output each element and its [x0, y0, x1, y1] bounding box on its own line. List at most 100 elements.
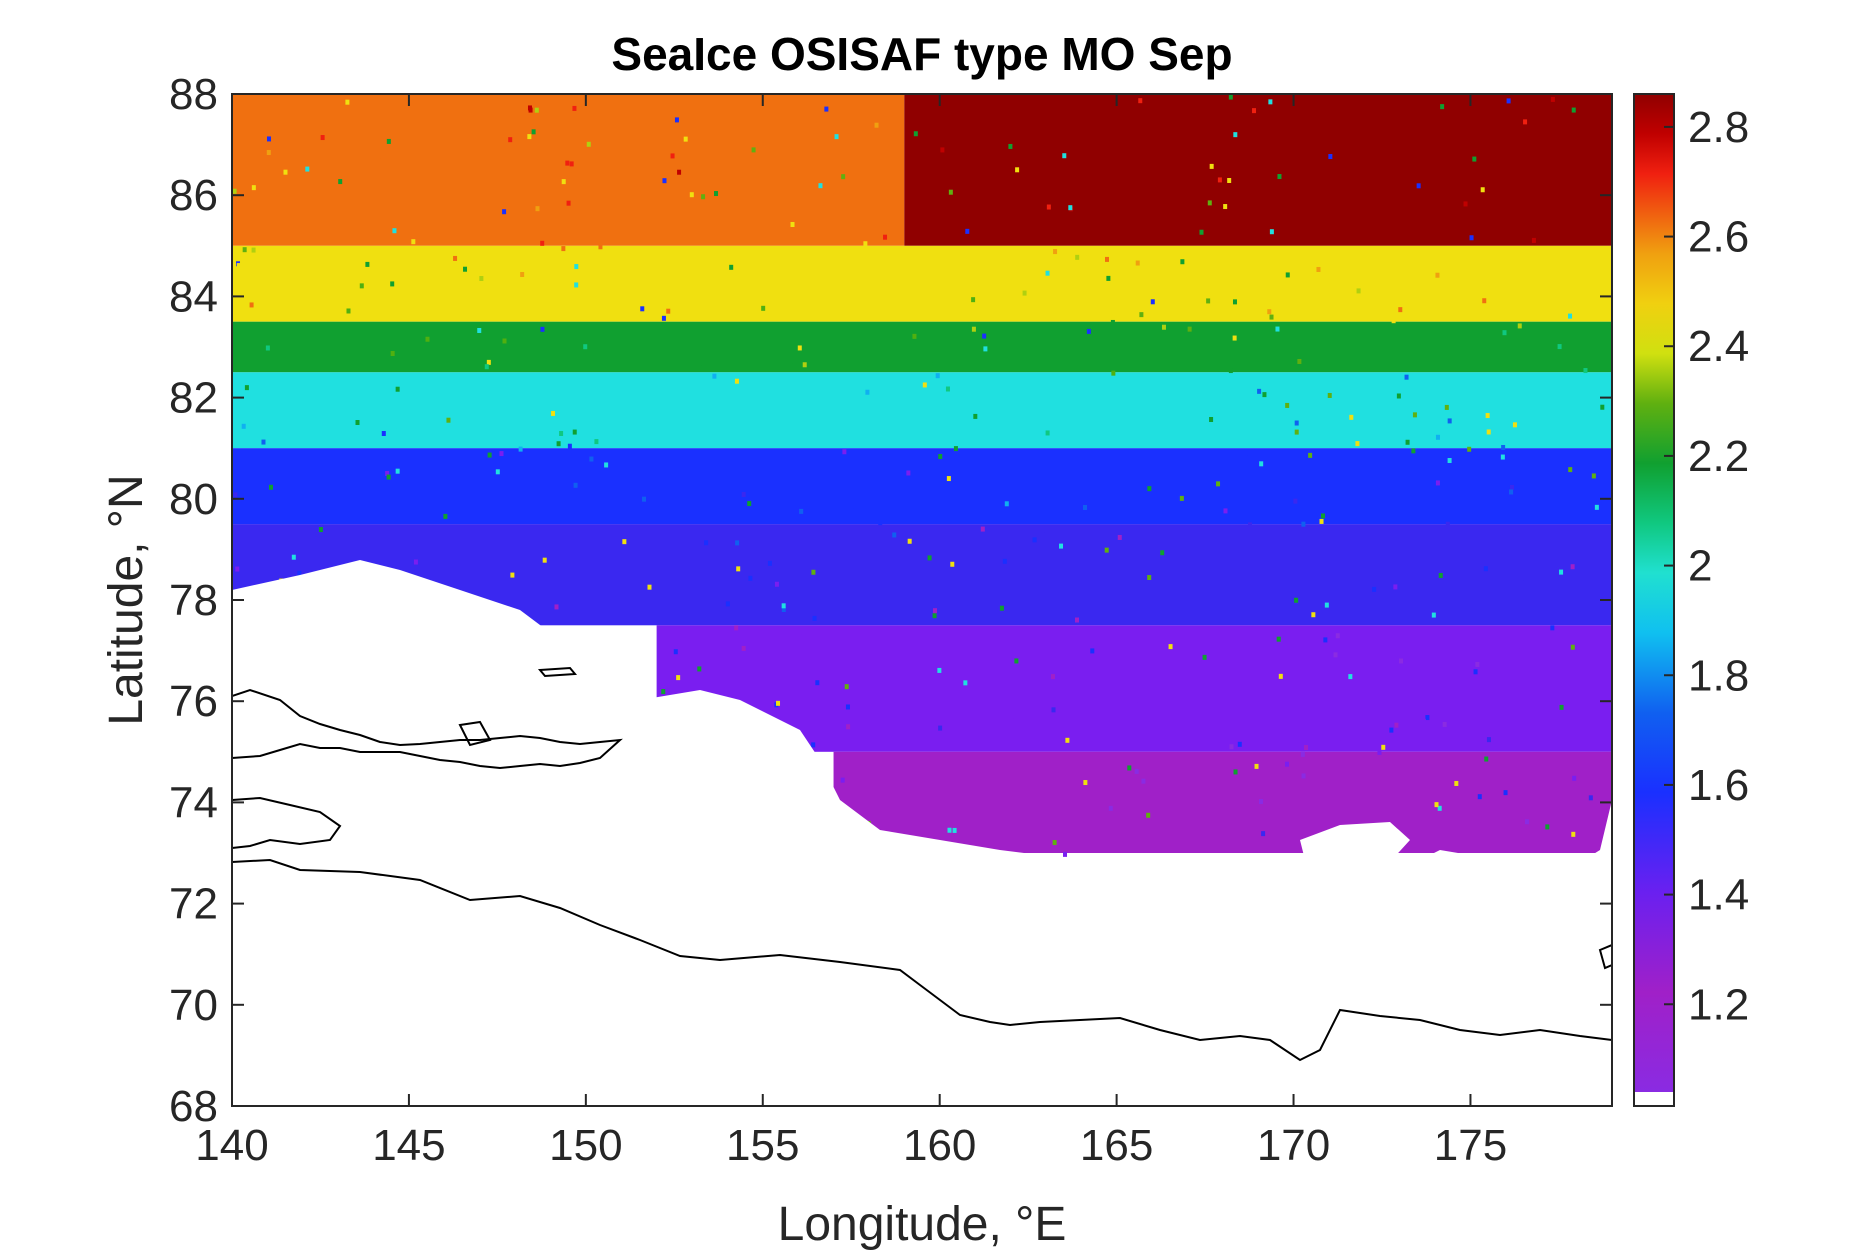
- heatmap-speckle: [781, 607, 786, 613]
- heatmap-speckle: [1065, 737, 1070, 743]
- y-tick-label: 88: [169, 70, 218, 119]
- heatmap-speckle: [878, 520, 883, 526]
- colorbar-gradient: [1634, 94, 1674, 1092]
- heatmap-speckle: [1473, 669, 1478, 675]
- heatmap-speckle: [774, 581, 779, 587]
- heatmap-speckle: [1545, 824, 1550, 830]
- heatmap-speckle: [1325, 115, 1330, 121]
- y-tick-label: 80: [169, 475, 218, 524]
- heatmap-speckle: [572, 429, 577, 435]
- heatmap-speckle: [1247, 132, 1252, 138]
- heatmap-speckle: [1025, 472, 1030, 478]
- heatmap-speckle: [1509, 489, 1514, 495]
- heatmap-speckle: [980, 526, 985, 532]
- heatmap-speckle: [395, 386, 400, 392]
- heatmap-speckle: [912, 333, 917, 339]
- heatmap-speckle: [1550, 96, 1555, 102]
- heatmap-speckle: [1437, 805, 1442, 811]
- coastline-island-1: [232, 688, 623, 770]
- heatmap-speckle: [484, 364, 489, 370]
- chart-title: SeaIce OSISAF type MO Sep: [611, 28, 1232, 80]
- heatmap-speckle: [573, 482, 578, 488]
- heatmap-speckle: [946, 476, 951, 482]
- heatmap-speckle: [947, 827, 952, 833]
- coastline-island-3: [458, 720, 492, 747]
- heatmap-speckle: [261, 439, 266, 445]
- heatmap-speckle: [1483, 566, 1488, 572]
- heatmap-speckle: [891, 434, 896, 440]
- heatmap-speckle: [1404, 374, 1409, 380]
- heatmap-speckle: [735, 540, 740, 546]
- heatmap-speckle: [1568, 313, 1573, 319]
- heatmap-speckle: [945, 386, 950, 392]
- heatmap-speckle: [1301, 773, 1306, 779]
- heatmap-speckle: [953, 446, 958, 452]
- heatmap-speckle: [1372, 586, 1377, 592]
- heatmap-speckle: [1227, 177, 1232, 183]
- heatmap-speckle: [1319, 518, 1324, 524]
- heatmap-speckle: [586, 141, 591, 147]
- heatmap-speckle: [1052, 840, 1057, 846]
- heatmap-speckle: [554, 604, 559, 610]
- heatmap-speckle: [1105, 256, 1110, 262]
- heatmap-speckle: [932, 613, 937, 619]
- heatmap-speckle: [818, 183, 823, 189]
- x-axis: 140 145 150 155 160 165 170 175: [195, 94, 1507, 1170]
- heatmap-speckle: [1519, 643, 1524, 649]
- heatmap-speckle: [683, 136, 688, 142]
- heatmap-speckle: [1141, 778, 1146, 784]
- heatmap-speckle: [540, 240, 545, 246]
- heatmap-speckle: [1262, 392, 1267, 398]
- heatmap-speckle: [1304, 745, 1309, 751]
- colorbar-tick-label: 2.4: [1688, 322, 1749, 371]
- colorbar-tick-label: 1.2: [1688, 980, 1749, 1029]
- heatmap-speckle: [242, 247, 247, 253]
- heatmap-speckle: [1327, 392, 1332, 398]
- x-tick-label: 140: [195, 1121, 268, 1170]
- heatmap-speckle: [673, 649, 678, 655]
- heatmap-speckle: [251, 247, 256, 253]
- heatmap-speckle: [567, 443, 572, 449]
- heatmap-speckle: [390, 281, 395, 287]
- heatmap-speckle: [291, 554, 296, 560]
- y-axis: 68 70 72 74 76 78 80 82 84 86 88: [169, 70, 1612, 1131]
- heatmap-speckle: [1398, 307, 1403, 313]
- heatmap-speckle: [1486, 429, 1491, 435]
- heatmap-speckle: [453, 255, 458, 261]
- heatmap-speckle: [235, 566, 240, 572]
- heatmap-speckle: [1323, 637, 1328, 643]
- heatmap-speckle: [561, 246, 566, 252]
- no-data-region: [232, 560, 1612, 1106]
- heatmap-speckle: [270, 418, 275, 424]
- heatmap-speckle: [510, 572, 515, 578]
- heatmap-speckle: [741, 491, 746, 497]
- heatmap-speckle: [527, 105, 532, 111]
- heatmap-speckle: [1216, 481, 1221, 487]
- heatmap-speckle: [1269, 229, 1274, 235]
- heatmap-speckle: [381, 430, 386, 436]
- heatmap-speckle: [1435, 272, 1440, 278]
- heatmap-speckle: [232, 188, 237, 194]
- heatmap-speckle: [1557, 344, 1562, 350]
- heatmap-speckle: [906, 470, 911, 476]
- heatmap-speckle: [1285, 402, 1290, 408]
- heatmap-speckle: [714, 191, 719, 197]
- heatmap-speckle: [788, 363, 793, 369]
- heatmap-speckle: [1199, 229, 1204, 235]
- heatmap-speckle: [1447, 418, 1452, 424]
- heatmap-speckle: [1117, 534, 1122, 540]
- heatmap-speckle: [1075, 617, 1080, 623]
- heatmap-speckle: [965, 228, 970, 234]
- heatmap-speckle: [1127, 765, 1132, 771]
- heatmap-speckle: [1140, 144, 1145, 150]
- heatmap-speckle: [1135, 260, 1140, 266]
- heatmap-speckle: [767, 560, 772, 566]
- heatmap-speckle: [797, 345, 802, 351]
- heatmap-speckle: [1059, 543, 1064, 549]
- heatmap-speckle: [1475, 661, 1480, 667]
- heatmap-speckle: [1146, 812, 1151, 818]
- x-tick-label: 145: [372, 1121, 445, 1170]
- heatmap-band-5: [232, 448, 1612, 525]
- heatmap-speckle: [594, 439, 599, 445]
- colorbar-tick-label: 1.4: [1688, 871, 1749, 920]
